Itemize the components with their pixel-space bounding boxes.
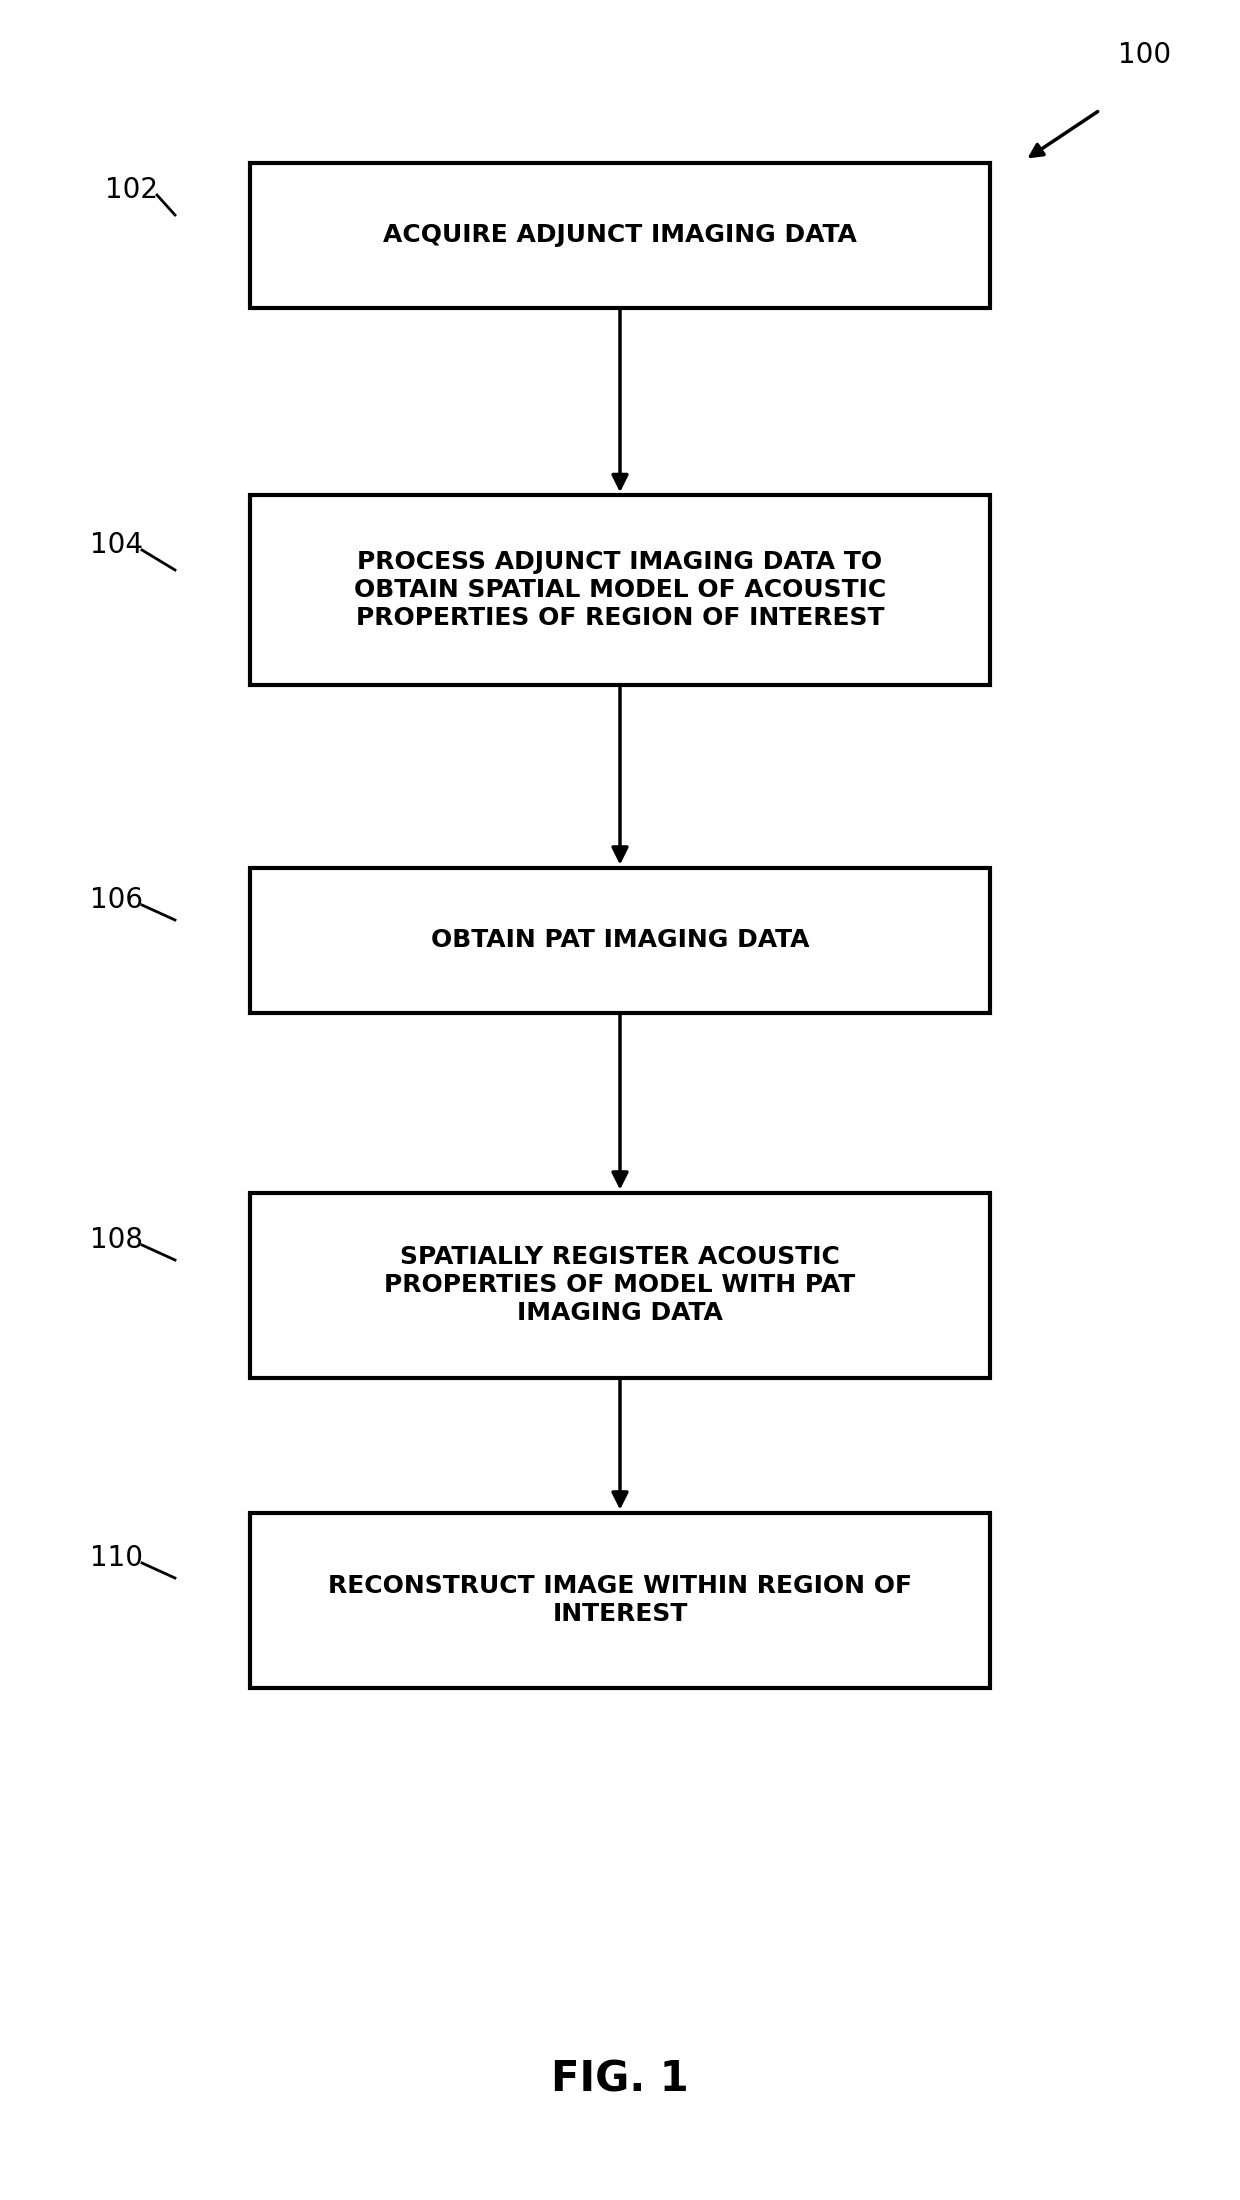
Text: SPATIALLY REGISTER ACOUSTIC
PROPERTIES OF MODEL WITH PAT
IMAGING DATA: SPATIALLY REGISTER ACOUSTIC PROPERTIES O… — [384, 1245, 856, 1324]
Text: 108: 108 — [91, 1225, 143, 1254]
Text: FIG. 1: FIG. 1 — [551, 2059, 689, 2101]
Text: 104: 104 — [91, 530, 143, 559]
Text: 106: 106 — [91, 887, 143, 913]
Text: PROCESS ADJUNCT IMAGING DATA TO
OBTAIN SPATIAL MODEL OF ACOUSTIC
PROPERTIES OF R: PROCESS ADJUNCT IMAGING DATA TO OBTAIN S… — [353, 550, 887, 629]
Bar — [250, 867, 990, 1012]
Bar — [250, 1192, 990, 1377]
Bar — [250, 163, 990, 308]
Bar — [250, 495, 990, 684]
Text: 102: 102 — [105, 176, 157, 205]
Text: RECONSTRUCT IMAGE WITHIN REGION OF
INTEREST: RECONSTRUCT IMAGE WITHIN REGION OF INTER… — [329, 1575, 911, 1626]
Text: 100: 100 — [1118, 42, 1172, 68]
Text: OBTAIN PAT IMAGING DATA: OBTAIN PAT IMAGING DATA — [430, 928, 810, 953]
Bar — [250, 1514, 990, 1687]
Text: 110: 110 — [91, 1544, 143, 1573]
Text: ACQUIRE ADJUNCT IMAGING DATA: ACQUIRE ADJUNCT IMAGING DATA — [383, 222, 857, 246]
